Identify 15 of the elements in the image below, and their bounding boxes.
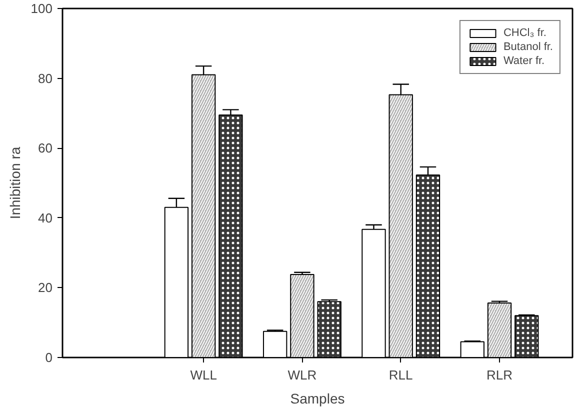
y-tick-label: 0 xyxy=(45,350,53,365)
y-axis-title: Inhibition ra xyxy=(6,146,23,220)
y-tick-label: 80 xyxy=(38,70,53,86)
y-tick-label: 40 xyxy=(38,210,53,226)
legend-label: CHCl₃ fr. xyxy=(503,27,546,39)
x-tick-label: RLR xyxy=(486,368,513,382)
x-tick-label: RLL xyxy=(388,368,413,382)
x-axis-title: Samples xyxy=(290,390,345,406)
legend-label: Butanol fr. xyxy=(503,41,553,53)
y-tick-label: 60 xyxy=(38,140,53,156)
x-tick-label: WLR xyxy=(288,368,317,382)
y-tick-label: 20 xyxy=(38,280,53,296)
legend-label: Water fr. xyxy=(503,55,545,67)
x-tick-label: WLL xyxy=(190,368,217,382)
y-tick-label: 100 xyxy=(30,1,53,16)
